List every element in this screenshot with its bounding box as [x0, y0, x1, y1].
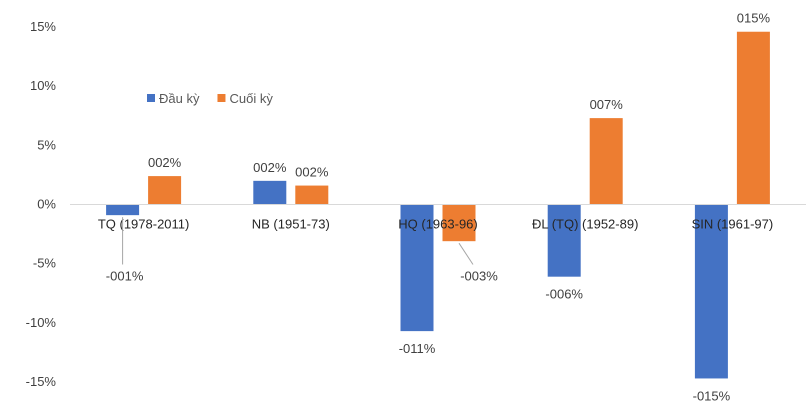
legend-swatch [217, 94, 226, 102]
bar-cuoi-ky [589, 118, 623, 205]
data-labels: -001% 002% 002% 002% -011% -003% -006% 007% -015… [106, 11, 771, 404]
y-tick-label: 5% [37, 137, 56, 152]
y-tick-label: -15% [26, 374, 57, 389]
y-tick-label: 10% [30, 78, 56, 93]
legend: Đầu kỳ Cuối kỳ [147, 91, 273, 106]
y-axis: 15% 10% 5% 0% -5% -10% -15% [26, 19, 57, 389]
category-label: HQ (1963-96) [398, 217, 477, 232]
data-label: -001% [106, 269, 144, 284]
y-tick-label: 0% [37, 197, 56, 212]
data-label: -003% [460, 269, 498, 284]
bar-dau-ky [694, 204, 728, 379]
legend-swatch [147, 94, 155, 102]
bar-cuoi-ky [148, 176, 182, 205]
bar-cuoi-ky [442, 204, 476, 242]
category-label: NB (1951-73) [252, 217, 330, 232]
bar-cuoi-ky [295, 185, 329, 205]
bar-dau-ky [106, 204, 140, 216]
data-label: 002% [253, 160, 287, 175]
legend-label: Đầu kỳ [159, 91, 200, 106]
category-label: SIN (1961-97) [692, 217, 774, 232]
bars [106, 31, 770, 379]
data-label: 007% [590, 97, 624, 112]
category-labels: TQ (1978-2011) NB (1951-73) HQ (1963-96) ĐL… [98, 217, 773, 232]
category-label: TQ (1978-2011) [98, 217, 190, 232]
bar-dau-ky [253, 180, 287, 205]
y-tick-label: 15% [30, 19, 56, 34]
data-label: -015% [693, 388, 731, 403]
bar-dau-ky [400, 204, 434, 332]
data-label: 002% [148, 155, 182, 170]
category-label: ĐL (TQ) (1952-89) [532, 217, 638, 232]
leader-lines [122, 217, 474, 265]
data-label: 015% [737, 11, 771, 26]
data-label: 002% [295, 165, 329, 180]
data-label: -011% [399, 341, 436, 356]
bar-dau-ky [547, 204, 581, 277]
leader-line [458, 242, 474, 265]
bar-cuoi-ky [736, 31, 770, 205]
y-tick-label: -5% [33, 256, 57, 271]
legend-label: Cuối kỳ [229, 91, 273, 106]
y-tick-label: -10% [26, 315, 57, 330]
data-label: -006% [545, 287, 583, 302]
